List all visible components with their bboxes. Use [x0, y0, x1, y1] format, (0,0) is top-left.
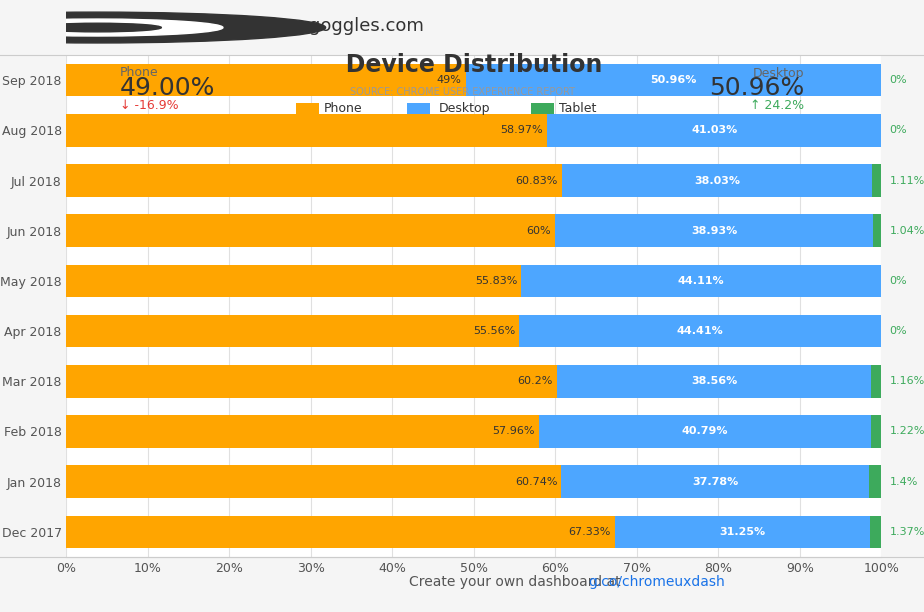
Circle shape: [0, 12, 325, 43]
Text: SOURCE: CHROME USER EXPERIENCE REPORT: SOURCE: CHROME USER EXPERIENCE REPORT: [349, 87, 575, 97]
Text: 49%: 49%: [437, 75, 462, 85]
Bar: [562, 164, 872, 197]
Bar: [869, 465, 881, 498]
Text: Origin:: Origin:: [128, 17, 197, 35]
Text: Desktop: Desktop: [752, 67, 804, 80]
Bar: [555, 214, 872, 247]
Text: ↑ 24.2%: ↑ 24.2%: [749, 99, 804, 112]
Text: https://www.goggles.com: https://www.goggles.com: [197, 17, 425, 35]
Text: 41.03%: 41.03%: [691, 125, 737, 135]
Bar: [67, 365, 557, 398]
Bar: [557, 365, 871, 398]
Text: 55.56%: 55.56%: [473, 326, 516, 336]
Text: 57.96%: 57.96%: [492, 427, 535, 436]
Circle shape: [33, 23, 162, 32]
Text: Phone: Phone: [323, 102, 362, 115]
Bar: [871, 365, 881, 398]
Text: 60%: 60%: [527, 226, 552, 236]
Text: 38.93%: 38.93%: [691, 226, 737, 236]
Bar: [67, 214, 555, 247]
Text: 60.2%: 60.2%: [517, 376, 553, 386]
Bar: [547, 114, 881, 147]
Text: 0%: 0%: [890, 75, 907, 85]
Bar: [67, 164, 562, 197]
Text: 50.96%: 50.96%: [650, 75, 697, 85]
Text: 58.97%: 58.97%: [500, 125, 543, 135]
Bar: [67, 264, 521, 297]
Bar: [466, 64, 881, 97]
Text: 0%: 0%: [890, 326, 907, 336]
Text: 50.96%: 50.96%: [709, 76, 804, 100]
Text: 38.56%: 38.56%: [691, 376, 737, 386]
Bar: [615, 515, 869, 548]
Text: 1.11%: 1.11%: [890, 176, 924, 185]
Bar: [871, 415, 881, 448]
Bar: [562, 465, 869, 498]
Text: ↓ -16.9%: ↓ -16.9%: [120, 99, 178, 112]
Text: 37.78%: 37.78%: [692, 477, 738, 487]
Text: Desktop: Desktop: [439, 102, 491, 115]
Bar: [67, 315, 519, 348]
Bar: [67, 114, 547, 147]
Bar: [67, 415, 539, 448]
Bar: [869, 515, 881, 548]
Text: Phone: Phone: [120, 67, 159, 80]
Text: 44.41%: 44.41%: [676, 326, 723, 336]
Text: 60.74%: 60.74%: [515, 477, 557, 487]
Bar: [67, 465, 562, 498]
Bar: [539, 415, 871, 448]
Text: 55.83%: 55.83%: [475, 276, 517, 286]
Bar: [872, 164, 881, 197]
Circle shape: [0, 19, 223, 36]
Text: 1.04%: 1.04%: [890, 226, 924, 236]
Text: 1.22%: 1.22%: [890, 427, 924, 436]
Bar: [521, 264, 881, 297]
Text: g.co/chromeuxdash: g.co/chromeuxdash: [588, 575, 724, 589]
Text: 1.16%: 1.16%: [890, 376, 924, 386]
Text: 1.4%: 1.4%: [890, 477, 918, 487]
Bar: [67, 64, 466, 97]
Text: 31.25%: 31.25%: [720, 527, 765, 537]
Text: Device Distribution: Device Distribution: [322, 53, 602, 76]
Text: 38.03%: 38.03%: [694, 176, 740, 185]
Text: 49.00%: 49.00%: [120, 76, 215, 100]
Bar: [67, 515, 615, 548]
Text: 60.83%: 60.83%: [516, 176, 558, 185]
Bar: [872, 214, 881, 247]
Text: 67.33%: 67.33%: [568, 527, 611, 537]
Bar: [519, 315, 881, 348]
Text: 40.79%: 40.79%: [682, 427, 728, 436]
Text: 1.37%: 1.37%: [890, 527, 924, 537]
Text: 0%: 0%: [890, 276, 907, 286]
Text: Create your own dashboard at: Create your own dashboard at: [408, 575, 625, 589]
Text: 0%: 0%: [890, 125, 907, 135]
Text: 44.11%: 44.11%: [678, 276, 724, 286]
Text: Tablet: Tablet: [559, 102, 596, 115]
